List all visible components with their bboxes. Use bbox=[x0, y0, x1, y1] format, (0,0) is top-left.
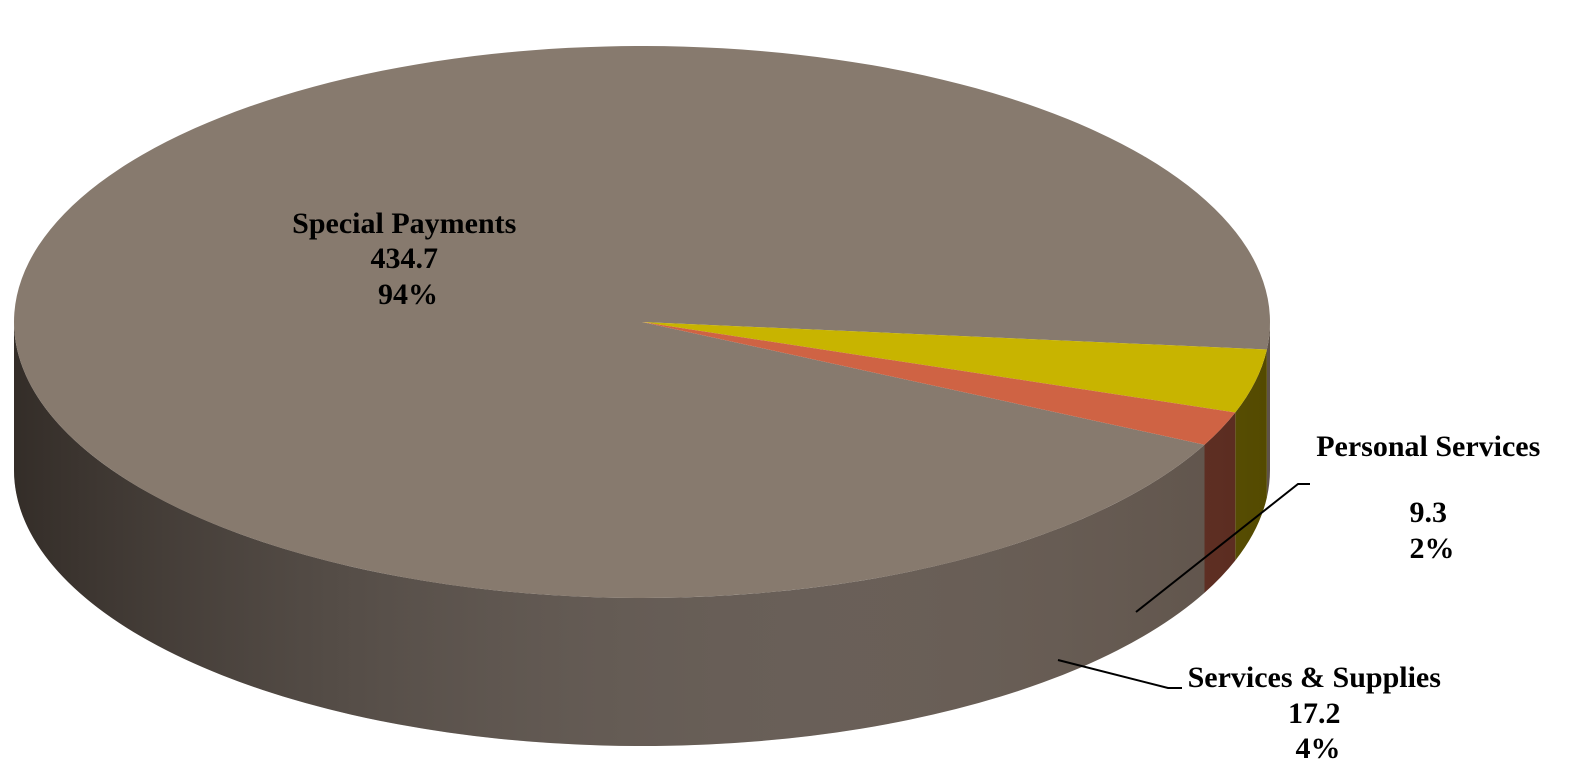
label-services-supplies: Services & Supplies 17.2 4% bbox=[1188, 661, 1449, 765]
leader-line-personal-services bbox=[1135, 483, 1310, 613]
label-name-services-supplies: Services & Supplies bbox=[1188, 661, 1441, 694]
label-percent-services-supplies: 4% bbox=[1296, 732, 1341, 765]
label-value-personal-services: 9.3 bbox=[1410, 496, 1448, 529]
pie-tops bbox=[14, 45, 1271, 598]
label-percent-personal-services: 2% bbox=[1410, 532, 1455, 565]
slice-personal-services bbox=[642, 322, 1236, 445]
slice-special-payments bbox=[14, 45, 1271, 598]
label-name-personal-services: Personal Services bbox=[1316, 430, 1540, 463]
label-personal-services: Personal Services 9.3 2% bbox=[1316, 430, 1548, 565]
slice-labels: Special Payments 434.7 94% Services & Su… bbox=[292, 207, 1548, 765]
label-name-special-payments: Special Payments bbox=[292, 207, 516, 240]
label-value-services-supplies: 17.2 bbox=[1288, 697, 1341, 730]
leader-lines bbox=[1057, 483, 1310, 689]
leader-line-services-supplies bbox=[1057, 659, 1182, 689]
label-special-payments: Special Payments 434.7 94% bbox=[292, 207, 524, 311]
label-value-special-payments: 434.7 bbox=[371, 242, 439, 275]
slice-services-supplies bbox=[642, 322, 1267, 413]
side-shading bbox=[14, 322, 1270, 746]
label-percent-special-payments: 94% bbox=[378, 278, 438, 311]
pie-sides bbox=[14, 322, 1270, 746]
